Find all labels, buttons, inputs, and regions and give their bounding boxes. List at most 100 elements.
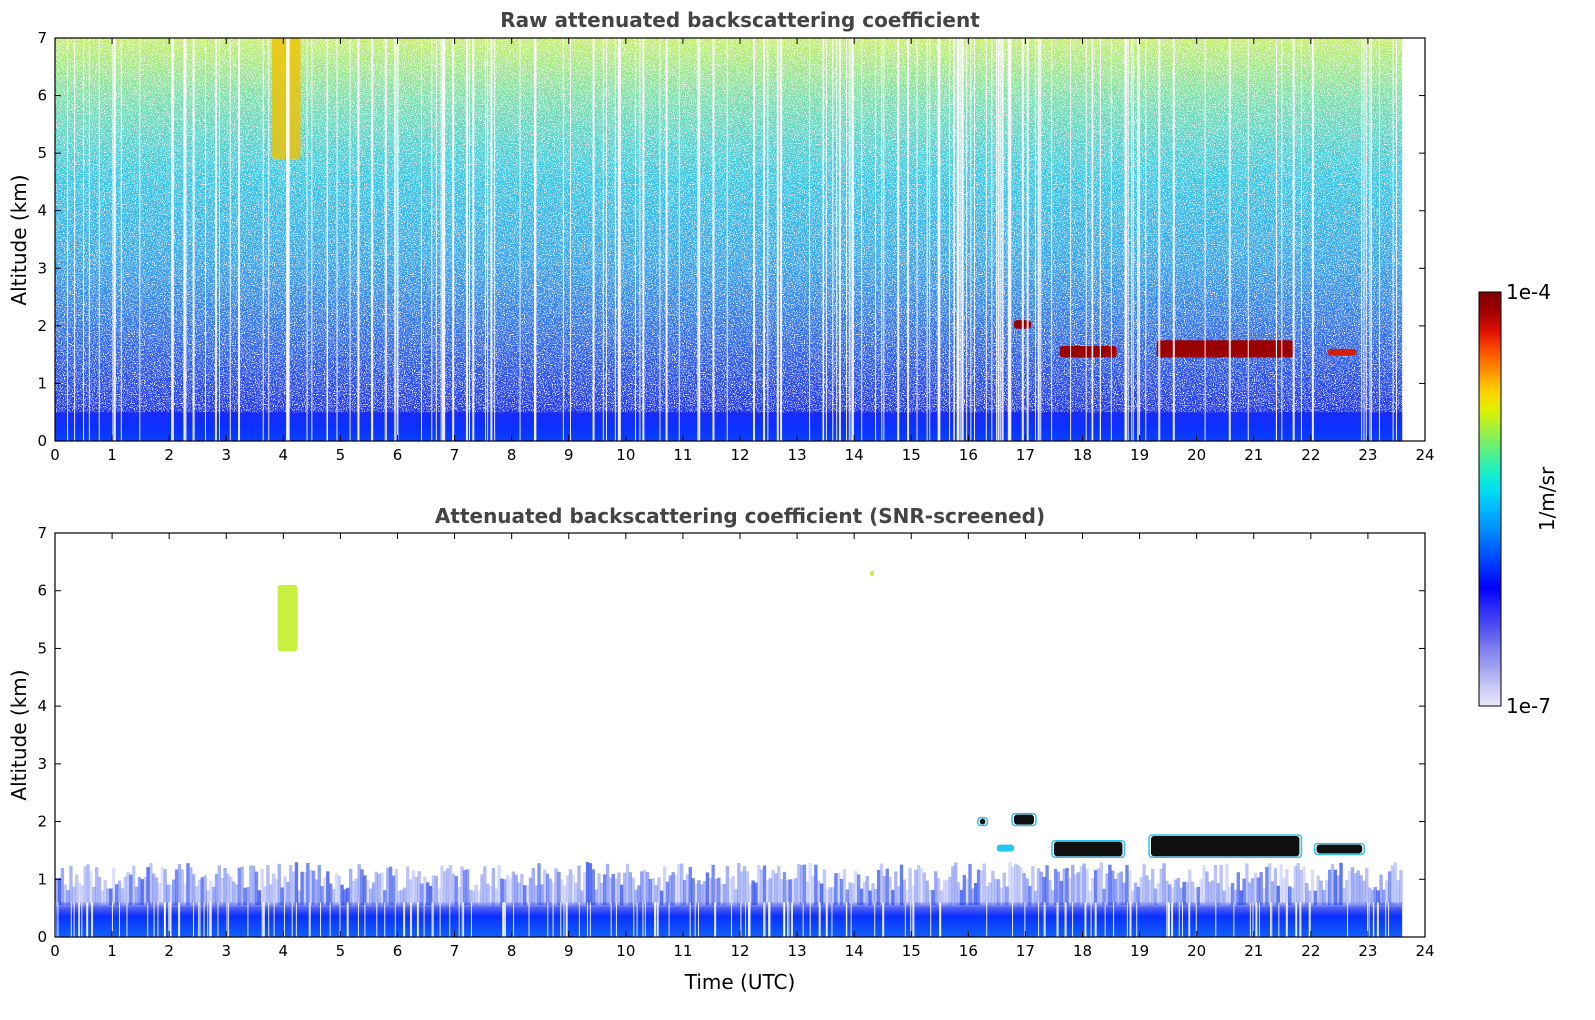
speck-mark <box>870 570 875 577</box>
heatmap <box>55 533 1425 937</box>
y-tick-label: 6 <box>37 87 47 105</box>
noise-overlay <box>55 38 1403 441</box>
colorbar-max-label: 1e-4 <box>1506 280 1551 304</box>
y-tick-label: 5 <box>37 144 47 162</box>
cloud-mark <box>1053 841 1123 857</box>
y-tick-label: 3 <box>37 259 47 277</box>
y-tick-label: 0 <box>37 432 47 450</box>
cloud-edge <box>1011 812 1037 827</box>
x-tick-label: 7 <box>450 942 460 960</box>
x-tick-label: 16 <box>959 942 978 960</box>
cloud-mark <box>1014 814 1034 825</box>
y-tick-label: 4 <box>37 697 47 715</box>
cloud-edge <box>1148 834 1303 858</box>
screened-panel: Attenuated backscattering coefficient (S… <box>7 504 1435 994</box>
x-tick-label: 24 <box>1415 446 1434 464</box>
x-tick-label: 6 <box>393 446 403 464</box>
x-tick-label: 4 <box>279 942 289 960</box>
y-tick-label: 6 <box>37 582 47 600</box>
x-tick-label: 20 <box>1187 942 1206 960</box>
cloud-mark <box>1059 346 1117 358</box>
y-tick-label: 4 <box>37 202 47 220</box>
x-tick-label: 24 <box>1415 942 1434 960</box>
chart-title: Raw attenuated backscattering coefficien… <box>500 8 980 32</box>
x-tick-label: 17 <box>1016 942 1035 960</box>
cirrus-mark <box>277 584 298 652</box>
x-tick-label: 19 <box>1130 446 1149 464</box>
x-tick-label: 20 <box>1187 446 1206 464</box>
x-tick-label: 8 <box>507 942 517 960</box>
y-tick-label: 2 <box>37 813 47 831</box>
colorbar: 1e-4 1e-7 1/m/sr <box>1478 280 1559 718</box>
x-tick-label: 11 <box>673 942 692 960</box>
x-tick-label: 9 <box>564 446 574 464</box>
x-tick-label: 14 <box>845 942 864 960</box>
x-tick-label: 9 <box>564 942 574 960</box>
raw-panel: Raw attenuated backscattering coefficien… <box>7 8 1435 464</box>
plot-frame <box>54 532 1426 938</box>
cloud-edge <box>1051 840 1126 858</box>
x-tick-label: 13 <box>788 942 807 960</box>
heatmap <box>55 38 1403 441</box>
y-axis-label: Altitude (km) <box>7 174 31 305</box>
colorbar-min-label: 1e-7 <box>1506 694 1551 718</box>
x-tick-label: 19 <box>1130 942 1149 960</box>
x-tick-label: 22 <box>1301 942 1320 960</box>
x-tick-label: 22 <box>1301 446 1320 464</box>
plot-frame <box>54 37 1426 442</box>
data-gaps <box>67 38 1397 441</box>
colorbar-label: 1/m/sr <box>1535 466 1559 531</box>
x-tick-label: 1 <box>107 446 117 464</box>
y-tick-label: 7 <box>37 524 47 542</box>
y-tick-label: 1 <box>37 870 47 888</box>
x-tick-label: 8 <box>507 446 517 464</box>
x-tick-label: 5 <box>336 942 346 960</box>
cloud-mark <box>1151 836 1300 857</box>
x-tick-label: 18 <box>1073 446 1092 464</box>
x-tick-label: 15 <box>902 446 921 464</box>
x-tick-label: 10 <box>616 446 635 464</box>
y-tick-label: 7 <box>37 29 47 47</box>
cloud-mark <box>1327 348 1357 356</box>
x-tick-label: 13 <box>788 446 807 464</box>
boundary-layer-mark <box>55 902 1403 937</box>
x-tick-label: 5 <box>336 446 346 464</box>
cloud-edge <box>977 816 989 827</box>
x-tick-label: 6 <box>393 942 403 960</box>
x-tick-label: 15 <box>902 942 921 960</box>
x-tick-label: 10 <box>616 942 635 960</box>
x-tick-label: 4 <box>279 446 289 464</box>
x-tick-label: 12 <box>730 446 749 464</box>
y-tick-label: 1 <box>37 374 47 392</box>
x-axis-label: Time (UTC) <box>684 970 796 994</box>
y-tick-label: 3 <box>37 755 47 773</box>
cloud-mark <box>1316 844 1363 854</box>
chart-title: Attenuated backscattering coefficient (S… <box>435 504 1045 528</box>
x-tick-label: 12 <box>730 942 749 960</box>
x-tick-label: 16 <box>959 446 978 464</box>
x-tick-label: 2 <box>164 942 174 960</box>
ticks: 0 1 2 3 4 5 6 7 8 9 10 11 12 13 14 15 16 17 18 19 20 21 22 23 24… <box>37 524 1434 960</box>
x-tick-label: 23 <box>1358 446 1377 464</box>
x-tick-label: 21 <box>1244 942 1263 960</box>
x-tick-label: 17 <box>1016 446 1035 464</box>
cloud-mark <box>996 844 1014 852</box>
colorbar-strip <box>1478 291 1502 707</box>
cloud-mark <box>979 818 986 825</box>
x-tick-label: 23 <box>1358 942 1377 960</box>
x-tick-label: 0 <box>50 446 60 464</box>
x-tick-label: 21 <box>1244 446 1263 464</box>
y-tick-label: 5 <box>37 639 47 657</box>
cloud-mark <box>1156 340 1294 358</box>
y-tick-label: 0 <box>37 928 47 946</box>
x-tick-label: 2 <box>164 446 174 464</box>
boundary-layer-mark <box>55 412 1403 441</box>
x-tick-label: 11 <box>673 446 692 464</box>
cloud-edge <box>1313 842 1365 856</box>
x-tick-label: 3 <box>221 446 231 464</box>
data-gaps <box>55 902 1390 937</box>
x-tick-label: 0 <box>50 942 60 960</box>
boundary-layer-fringe <box>55 862 1403 906</box>
x-tick-label: 7 <box>450 446 460 464</box>
